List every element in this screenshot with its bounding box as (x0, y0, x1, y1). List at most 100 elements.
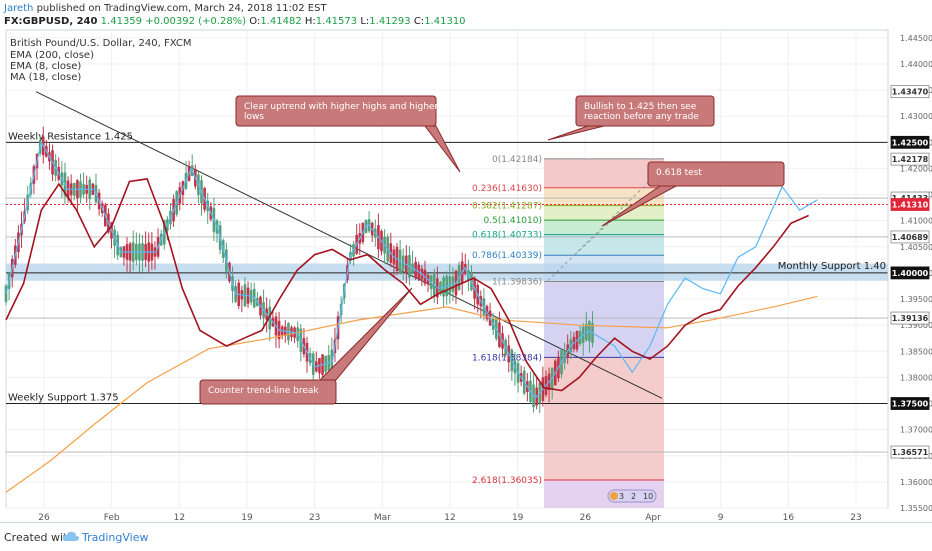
high-value: 1.41573 (315, 16, 358, 27)
y-tick-label: 1.43000 (900, 112, 932, 121)
callout-text: Bullish to 1.425 then see (584, 102, 697, 112)
fib-zone-5-618 (544, 220, 664, 235)
event-count-3: 10 (643, 492, 653, 501)
price-badge: 1.39136 (890, 311, 930, 325)
x-tick-label: Feb (104, 513, 120, 522)
author-link[interactable]: Jareth (4, 3, 34, 14)
tradingview-brand-link[interactable]: TradingView (82, 531, 149, 544)
price-badge: 1.41310 (890, 198, 930, 211)
price-badge: 1.40000 (890, 266, 930, 280)
legend-indicator-ma18[interactable]: MA (18, close) (10, 72, 82, 83)
fib-labels: 0(1.42184) 0.236(1.41630) 0.382(1.41287) 0.… (472, 155, 542, 486)
price-badge-box (890, 85, 930, 99)
symbol-line: FX:GBPUSD, 240 1.41359 +0.00392 (+0.28%)… (4, 16, 466, 27)
time-axis[interactable]: 26 Feb 12 19 23 Mar 12 19 26 Apr 9 16 23 (38, 513, 861, 522)
price-badge: 1.42500 (890, 135, 930, 149)
callout-text: Clear uptrend with higher highs and high… (244, 102, 438, 112)
price-badge-value: 1.41310 (892, 200, 929, 209)
trend-lines (35, 91, 666, 399)
legend-indicator-ema8[interactable]: EMA (8, close) (10, 61, 82, 72)
fib-zone-382-5 (544, 205, 664, 221)
level-label-resistance: Weekly Resistance 1.425 (8, 131, 133, 142)
level-label-monthly: Monthly Support 1.40 (778, 261, 886, 272)
footer: Created with TradingView (0, 522, 932, 551)
created-with-label: Created with (4, 531, 75, 544)
fib-level-label: 2.618(1.36035) (472, 476, 542, 486)
fib-level-label: 1(1.39836) (492, 277, 542, 287)
price-badge-box (890, 230, 930, 244)
callout-box (647, 161, 785, 187)
price-badge-box (890, 445, 930, 459)
dividends-icon (610, 492, 618, 500)
y-tick-label: 1.38000 (900, 373, 932, 382)
x-tick-label: 12 (174, 513, 185, 522)
channel-line-lower (574, 212, 621, 256)
x-tick-label: 26 (580, 513, 592, 522)
fib-level-label: 0.618(1.40733) (472, 231, 542, 241)
high-label: H: (304, 16, 316, 27)
legend-indicator-ema200[interactable]: EMA (200, close) (10, 50, 94, 61)
downtrend-line (35, 91, 663, 399)
y-tick-label: 1.42000 (900, 164, 932, 173)
price-axis[interactable]: 1.445001.440001.435001.430001.425001.420… (887, 30, 932, 513)
price-badge-box (890, 311, 930, 325)
y-tick-label: 1.39500 (900, 295, 932, 304)
price-badge-box (890, 152, 930, 166)
y-tick-label: 1.44500 (900, 34, 932, 43)
price-badge-box (890, 198, 930, 211)
publisher-line: Jareth published on TradingView.com, Mar… (4, 3, 327, 14)
x-tick-label: 23 (309, 513, 320, 522)
price-badge-value: 1.40000 (892, 269, 929, 278)
callout-counter: Counter trend-line break (199, 287, 413, 405)
fib-level-label: 0.5(1.41010) (483, 216, 542, 226)
event-icons[interactable]: 3 2 10 (607, 489, 657, 503)
y-tick-label: 1.39000 (900, 321, 932, 330)
close-value: 1.41310 (424, 16, 466, 27)
price-badge-box (890, 397, 930, 410)
price-badge: 1.36571 (890, 445, 930, 459)
fib-level-label: 0.236(1.41630) (472, 184, 542, 194)
price-badge-value: 1.40689 (892, 233, 929, 242)
x-tick-label: 26 (38, 513, 50, 522)
fib-level-label: 1.618(1.38384) (472, 353, 542, 363)
price-badge: 1.43470 (890, 85, 930, 99)
annotations: Clear uptrend with higher highs and high… (199, 95, 785, 405)
published-text: published on TradingView.com, March 24, … (36, 3, 327, 14)
callout-text: lows (244, 112, 264, 122)
symbol-label: FX:GBPUSD, 240 (4, 16, 98, 27)
last-price: 1.41359 (100, 16, 143, 27)
fib-zone-0-236 (544, 158, 664, 188)
price-badge: 1.40689 (890, 230, 930, 244)
price-change: +0.00392 (+0.28%) (145, 16, 247, 27)
callout-box (575, 95, 715, 127)
x-tick-label: 16 (783, 513, 795, 522)
price-badge-value: 1.36571 (892, 448, 929, 457)
candle-body (4, 285, 8, 303)
fib-zone-1-1618 (544, 281, 664, 358)
price-badge-box (890, 266, 930, 280)
level-label-support: Weekly Support 1.375 (8, 393, 119, 404)
x-tick-label: 19 (241, 513, 253, 522)
tradingview-cloud-icon[interactable] (62, 529, 80, 543)
x-tick-label: Mar (374, 513, 391, 522)
legend-instrument: British Pound/U.S. Dollar, 240, FXCM (10, 38, 192, 49)
price-badge-value: 1.39136 (892, 314, 929, 323)
price-badge: 1.37500 (890, 397, 930, 410)
series-line (5, 295, 818, 493)
fib-level-label: 0.786(1.40339) (472, 251, 542, 261)
price-badge-box (890, 135, 930, 149)
fib-level-label: 0(1.42184) (492, 155, 542, 165)
low-value: 1.41293 (369, 16, 411, 27)
open-value: 1.41482 (260, 16, 302, 27)
price-chart[interactable]: Weekly Resistance 1.425 Monthly Support 1… (0, 0, 932, 522)
x-tick-label: 19 (512, 513, 524, 522)
series-line (5, 140, 818, 400)
callout-text: 0.618 test (656, 168, 702, 178)
y-tick-label: 1.38500 (900, 347, 932, 356)
callout-618: 0.618 test (601, 161, 785, 227)
fib-zones (544, 158, 664, 508)
callout-uptrend: Clear uptrend with higher highs and high… (235, 95, 461, 173)
y-tick-label: 1.35500 (900, 504, 932, 513)
